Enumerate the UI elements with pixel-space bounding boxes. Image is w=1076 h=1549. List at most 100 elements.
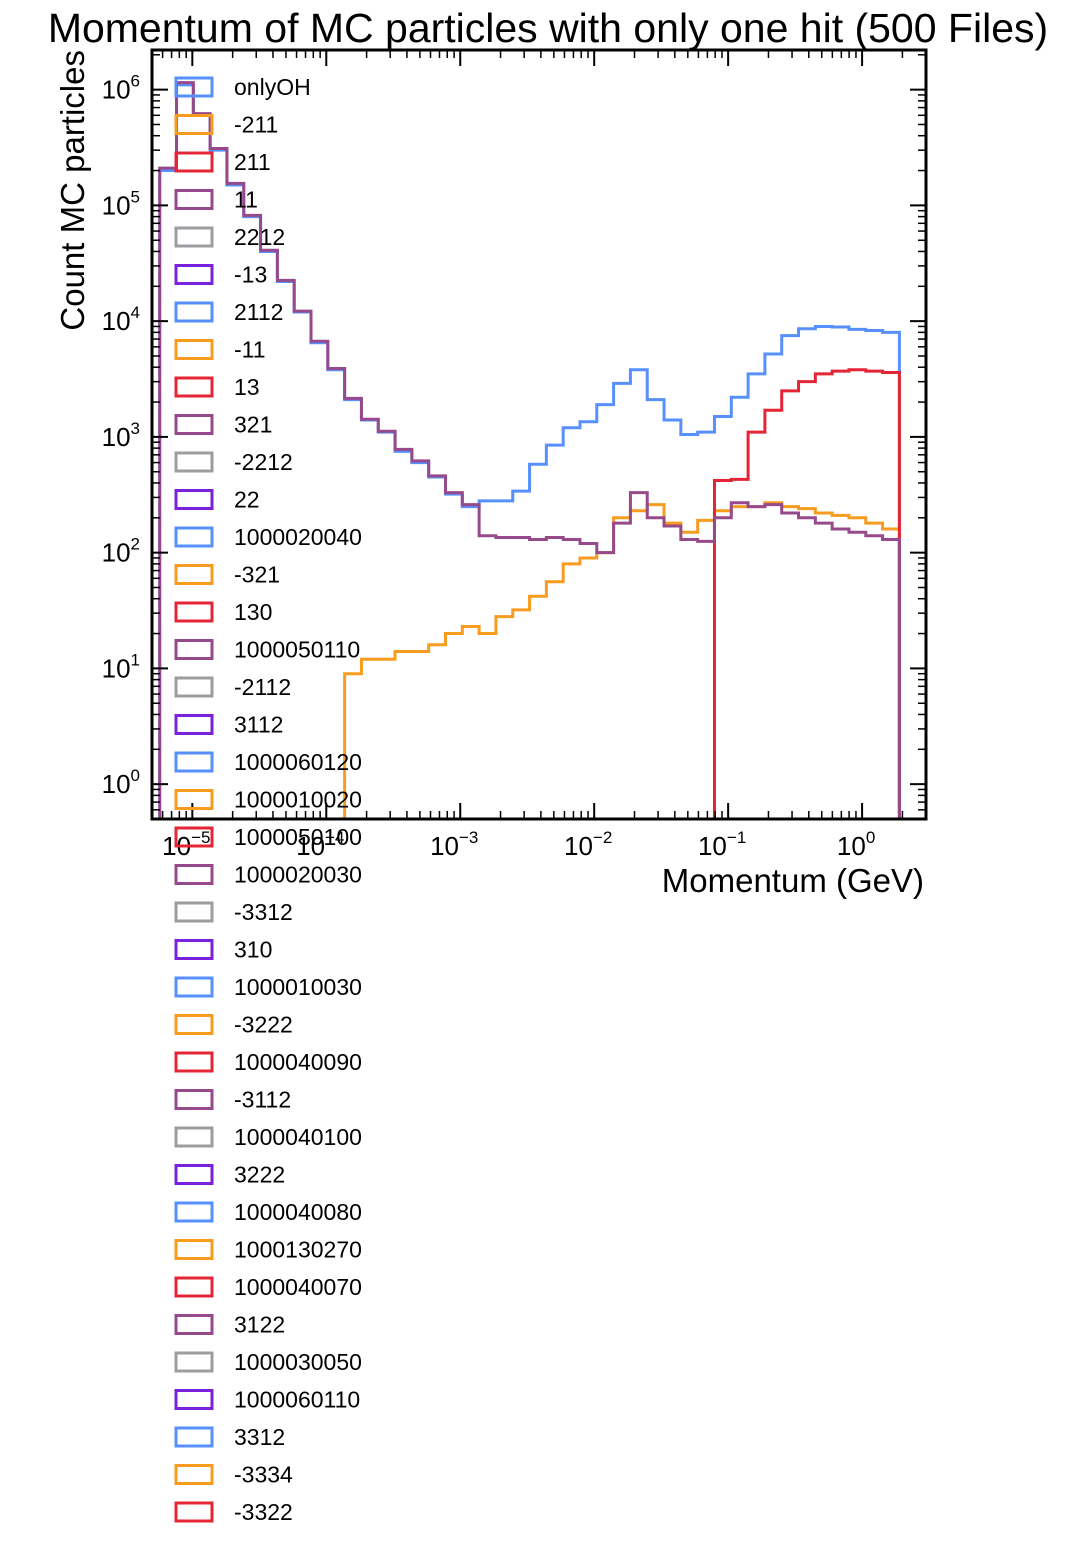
x-tick-label: 10−3	[430, 828, 478, 861]
legend-label: 130	[234, 599, 272, 625]
legend-swatch	[174, 1051, 214, 1073]
legend-label: 310	[234, 937, 272, 963]
x-tick-label: 100	[837, 828, 875, 861]
legend-swatch	[174, 676, 214, 698]
legend-label: 3312	[234, 1424, 285, 1450]
x-tick-label: 10−1	[698, 828, 746, 861]
legend-label: 1000050100	[234, 824, 362, 850]
legend-swatch	[174, 1426, 214, 1448]
legend-swatch	[174, 1351, 214, 1373]
legend-swatch	[174, 1389, 214, 1410]
y-tick-label: 106	[102, 72, 140, 105]
legend-label: 3112	[234, 712, 283, 738]
legend-swatch	[174, 451, 214, 473]
legend-label: 1000060110	[234, 1387, 360, 1413]
legend-swatch	[174, 1239, 214, 1260]
legend-label: -3334	[234, 1462, 293, 1488]
legend-label: -3222	[234, 1012, 293, 1038]
legend-label: 22	[234, 487, 260, 513]
legend-label: 321	[234, 412, 272, 438]
legend-swatch	[174, 151, 214, 173]
legend-swatch	[174, 564, 214, 585]
y-tick-label: 102	[102, 535, 140, 568]
series-layer	[158, 81, 901, 819]
legend-swatch	[174, 1089, 214, 1110]
tick-layer: 10−5 10−4 10−3 10−2 10−1 10010010110210310410…	[102, 50, 927, 861]
legend-label: 11	[234, 187, 258, 213]
legend-label: -321	[234, 562, 280, 588]
legend-label: -13	[234, 262, 267, 288]
legend-swatch	[174, 601, 214, 623]
legend-swatch	[174, 264, 214, 285]
legend-swatch	[174, 901, 214, 923]
legend-label: 1000020030	[234, 862, 362, 888]
y-tick-label: 100	[102, 766, 140, 799]
legend-swatch	[174, 339, 214, 360]
y-tick-label: 103	[102, 419, 140, 452]
y-tick-label: 105	[102, 187, 140, 220]
legend-label: 1000040090	[234, 1049, 362, 1075]
series-line	[343, 501, 901, 819]
series-line	[158, 83, 901, 819]
legend-label: -3312	[234, 899, 293, 925]
legend-swatch	[174, 751, 214, 773]
series-line	[712, 368, 901, 819]
legend-label: -2112	[234, 674, 291, 700]
legend-label: 1000060120	[234, 749, 362, 775]
legend-swatch	[174, 1464, 214, 1485]
legend-swatch	[174, 939, 214, 960]
legend-swatch	[174, 976, 214, 998]
legend-swatch	[174, 526, 214, 548]
legend-label: 3122	[234, 1312, 285, 1338]
legend-label: 2212	[234, 224, 285, 250]
legend-swatch	[174, 1201, 214, 1223]
legend-swatch	[174, 1314, 214, 1335]
chart-title: Momentum of MC particles with only one h…	[48, 5, 1048, 51]
legend-swatch	[174, 826, 214, 848]
legend-label: 1000030050	[234, 1349, 362, 1375]
legend-label: -3322	[234, 1499, 293, 1525]
legend-swatch	[174, 301, 214, 323]
legend-swatch	[174, 1126, 214, 1148]
legend-swatch	[174, 376, 214, 398]
legend-label: 1000010020	[234, 787, 362, 813]
legend-swatch	[174, 639, 214, 660]
y-axis-label: Count MC particles	[54, 50, 91, 331]
legend-label: 211	[234, 149, 271, 175]
legend-label: -211	[234, 112, 278, 138]
x-tick-label: 10−2	[564, 828, 612, 861]
legend-swatch	[174, 489, 214, 510]
legend-label: 13	[234, 374, 260, 400]
plot-frame	[150, 48, 928, 821]
legend-swatch	[174, 1014, 214, 1035]
legend-label: 2112	[234, 299, 283, 325]
legend-label: onlyOH	[234, 74, 311, 100]
legend-label: -2212	[234, 449, 293, 475]
x-tick-label: 10−4	[296, 828, 344, 861]
legend-label: 1000010030	[234, 974, 362, 1000]
legend-swatch	[174, 1501, 214, 1523]
legend-swatch	[174, 864, 214, 885]
legend-label: 1000040070	[234, 1274, 362, 1300]
series-line	[158, 81, 901, 819]
legend-swatch	[174, 1276, 214, 1298]
legend-label: 3222	[234, 1162, 285, 1188]
legend-label: 1000040080	[234, 1199, 362, 1225]
legend-swatch	[174, 1164, 214, 1185]
y-tick-label: 101	[102, 650, 140, 683]
legend: onlyOH -211 211 11 2212 -13 2112 -11 13 321 -2212 2…	[174, 74, 362, 1525]
legend-swatch	[174, 76, 214, 98]
legend-label: 1000050110	[234, 637, 360, 663]
x-axis-label: Momentum (GeV)	[662, 862, 924, 899]
legend-swatch	[174, 189, 214, 210]
legend-label: -11	[234, 337, 266, 363]
legend-label: 1000040100	[234, 1124, 362, 1150]
legend-swatch	[174, 714, 214, 735]
legend-swatch	[174, 414, 214, 435]
legend-label: 1000020040	[234, 524, 362, 550]
legend-swatch	[174, 789, 214, 810]
legend-swatch	[174, 226, 214, 248]
y-tick-label: 104	[102, 303, 140, 336]
legend-swatch	[174, 114, 214, 135]
